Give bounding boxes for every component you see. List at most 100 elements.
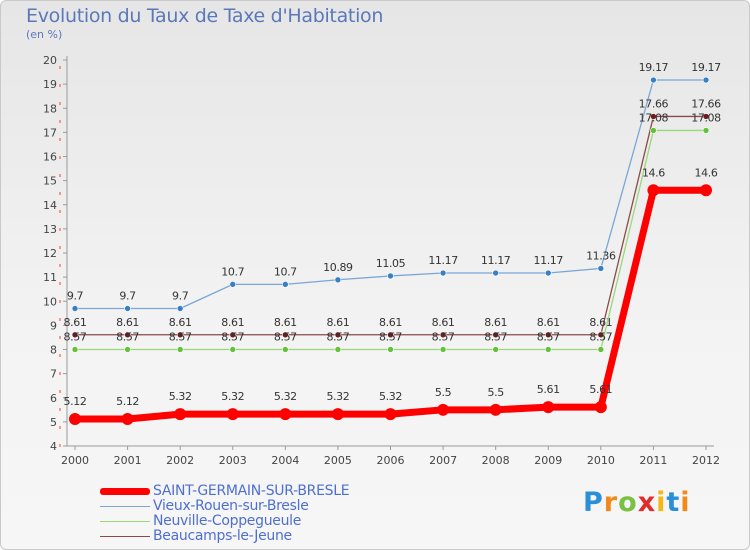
data-label: 8.61 [379, 316, 402, 329]
x-tick-label: 2006 [377, 454, 405, 467]
data-point [71, 305, 79, 312]
data-label: 9.7 [172, 289, 189, 302]
legend-swatch [100, 521, 150, 522]
data-label: 8.57 [326, 331, 349, 344]
data-point [229, 281, 237, 288]
x-tick-label: 2003 [219, 454, 247, 467]
data-label: 8.61 [169, 316, 192, 329]
data-label: 8.57 [64, 331, 87, 344]
legend-label: SAINT-GERMAIN-SUR-BRESLE [153, 483, 350, 499]
y-tick-label: 11 [43, 271, 57, 284]
y-tick-label: 18 [43, 102, 57, 115]
data-label: 5.61 [537, 383, 560, 396]
data-label: 19.17 [639, 61, 669, 74]
data-point [700, 184, 712, 197]
data-point [594, 401, 607, 414]
data-point [124, 346, 131, 353]
logo-letter: i [680, 487, 691, 518]
data-label: 5.32 [169, 390, 192, 403]
data-label: 8.57 [169, 331, 192, 344]
data-point [492, 331, 499, 339]
data-label: 17.66 [691, 97, 721, 110]
data-label: 8.57 [379, 331, 402, 344]
x-tick-label: 2010 [587, 454, 615, 467]
y-tick-label: 6 [50, 392, 57, 405]
data-label: 17.66 [639, 97, 669, 110]
logo-letter: t [666, 487, 681, 518]
data-label: 9.7 [119, 289, 136, 302]
data-label: 5.12 [116, 395, 139, 408]
data-label: 11.17 [534, 254, 564, 267]
x-tick-label: 2012 [692, 454, 720, 467]
data-label: 8.61 [64, 316, 87, 329]
data-point [229, 346, 237, 353]
data-label: 8.61 [432, 316, 455, 329]
y-tick-label: 13 [43, 223, 57, 236]
data-label: 8.61 [326, 316, 349, 329]
data-point [702, 113, 710, 120]
data-point [387, 331, 394, 339]
y-tick-label: 8 [50, 344, 57, 357]
x-tick-label: 2004 [271, 454, 299, 467]
data-label: 8.57 [432, 331, 455, 344]
data-point [544, 331, 552, 339]
series-line [74, 115, 707, 336]
data-label: 8.61 [484, 316, 507, 329]
data-label: 11.17 [428, 254, 458, 267]
x-tick-label: 2008 [482, 454, 510, 467]
data-label: 10.7 [221, 265, 244, 278]
y-tick-label: 10 [43, 295, 57, 308]
y-tick-label: 19 [43, 78, 57, 91]
data-label: 11.36 [586, 249, 616, 262]
y-tick-label: 16 [43, 151, 57, 164]
data-label: 14.6 [642, 166, 665, 179]
data-label: 17.08 [639, 111, 669, 124]
data-point [331, 408, 344, 421]
data-point [492, 346, 499, 353]
logo-letter: i [656, 487, 667, 518]
data-point [282, 331, 289, 339]
data-point [384, 408, 397, 421]
data-label: 8.61 [274, 316, 297, 329]
data-point [702, 76, 710, 84]
data-point [597, 265, 605, 272]
data-point [650, 113, 657, 120]
x-tick-label: 2011 [639, 454, 667, 467]
y-tick-label: 9 [50, 319, 57, 332]
x-tick-label: 2000 [61, 454, 89, 467]
data-label: 14.6 [695, 166, 718, 179]
data-point [121, 412, 134, 425]
legend-label: Beaucamps-le-Jeune [153, 528, 292, 544]
data-point [124, 305, 131, 312]
y-tick-label: 12 [43, 247, 57, 260]
logo-letter: P [583, 487, 604, 518]
data-point [279, 408, 292, 421]
y-tick-label: 15 [43, 175, 57, 188]
data-point [334, 331, 342, 339]
data-point [439, 346, 447, 353]
data-label: 8.57 [589, 331, 612, 344]
data-point [226, 408, 239, 421]
logo-letter: o [618, 487, 638, 518]
legend-label: Vieux-Rouen-sur-Bresle [153, 498, 309, 514]
data-label: 5.12 [64, 395, 87, 408]
data-point [489, 403, 502, 416]
data-label: 19.17 [691, 61, 721, 74]
proxiti-logo: Proxiti [583, 487, 691, 518]
data-point [650, 127, 657, 134]
data-point [176, 305, 184, 312]
x-tick-label: 2002 [166, 454, 194, 467]
data-point [387, 272, 394, 280]
data-point [176, 331, 184, 339]
data-point [282, 346, 289, 353]
logo-letter: r [603, 487, 619, 518]
data-point [174, 408, 187, 421]
data-point [439, 331, 447, 339]
x-tick-label: 2007 [429, 454, 457, 467]
data-label: 5.32 [379, 390, 402, 403]
y-tick-label: 7 [50, 368, 57, 381]
data-point [282, 281, 289, 288]
data-point [124, 331, 131, 339]
data-point [69, 412, 81, 425]
